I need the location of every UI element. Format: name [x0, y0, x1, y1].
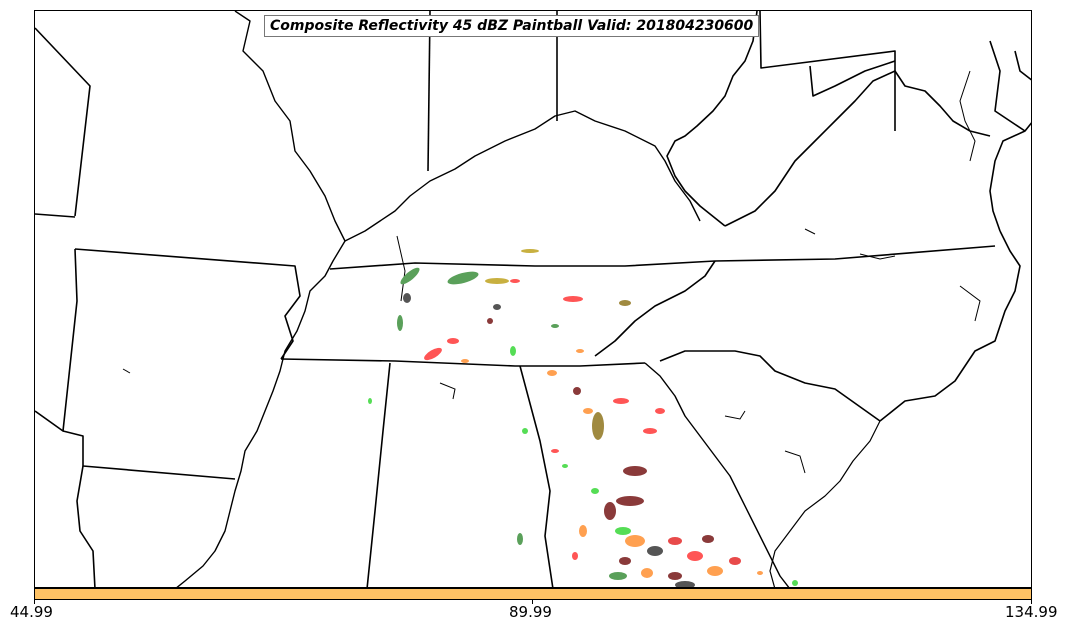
- il-mo-border: [35, 27, 91, 217]
- al-ga-border: [519, 365, 554, 587]
- wv-virginia-border: [724, 70, 991, 227]
- paintball-blob: [792, 580, 798, 586]
- sc-coast: [769, 420, 881, 587]
- paintball-blob: [522, 428, 528, 434]
- paintball-blob: [641, 568, 653, 578]
- paintball-blob: [592, 412, 604, 440]
- wv-maryland-border: [809, 60, 896, 97]
- paintball-blob: [400, 267, 420, 285]
- paintball-blob: [619, 300, 631, 306]
- paintball-blob: [613, 398, 629, 404]
- lake-guntersville: [439, 382, 456, 400]
- paintball-blob: [655, 408, 665, 414]
- west-virginia-border: [666, 11, 758, 227]
- paintball-blob: [573, 387, 581, 395]
- paintball-blob: [702, 535, 714, 543]
- paintball-blob: [563, 296, 583, 302]
- paintball-blob: [572, 552, 578, 560]
- ga-sc-border: [644, 362, 790, 587]
- ky-il-border: [35, 213, 76, 218]
- arkansas-louisiana-border: [62, 430, 236, 480]
- lake-marion: [784, 450, 806, 474]
- colorbar-tick-mark: [1031, 600, 1032, 604]
- colorbar-tick-max: 134.99: [1005, 603, 1058, 621]
- mississippi-river: [176, 11, 346, 587]
- mo-ar-border: [74, 248, 301, 360]
- paintball-blob: [547, 370, 557, 376]
- ky-tn-border: [329, 245, 996, 270]
- paintball-blob: [447, 338, 459, 344]
- paintball-blob: [591, 488, 599, 494]
- paintball-blob: [668, 572, 682, 580]
- paintball-blob: [493, 304, 501, 310]
- tn-virginia-border: [594, 260, 716, 357]
- paintball-blob: [487, 318, 493, 324]
- arkansas-west-border: [35, 248, 78, 432]
- maryland-delaware: [989, 40, 1026, 132]
- colorbar-tick-mark: [34, 600, 35, 604]
- paintball-blob: [424, 347, 442, 361]
- nc-coast: [879, 230, 1021, 422]
- paintball-blob: [510, 279, 520, 283]
- paintball-blob: [647, 546, 663, 556]
- map-title: Composite Reflectivity 45 dBZ Paintball …: [264, 15, 760, 37]
- paintball-blob: [729, 557, 741, 565]
- colorbar-tick-min: 44.99: [10, 603, 53, 621]
- paintball-blob: [604, 502, 616, 520]
- paintball-blob: [510, 346, 516, 356]
- paintball-blob: [562, 464, 568, 468]
- lake-murray: [724, 410, 746, 420]
- paintball-blob: [397, 315, 403, 331]
- paintball-blob: [551, 324, 559, 328]
- indiana-ohio-border: [427, 11, 431, 172]
- kerr-lake: [859, 253, 896, 260]
- louisiana-mississippi-border: [76, 465, 96, 587]
- lake-norman: [804, 228, 816, 235]
- paintball-blob: [461, 359, 469, 363]
- paintball-blob: [643, 428, 657, 434]
- paintball-blob: [579, 525, 587, 537]
- water-features: [122, 70, 981, 474]
- paintball-blob: [403, 293, 411, 303]
- paintball-blob: [447, 271, 479, 285]
- paintball-blob: [623, 466, 647, 476]
- pamlico-sound: [959, 285, 981, 322]
- ms-al-border: [366, 362, 391, 587]
- paintball-blob: [576, 349, 584, 353]
- map-panel: Composite Reflectivity 45 dBZ Paintball …: [34, 10, 1032, 588]
- paintball-reflectivity-layer: [368, 249, 798, 587]
- paintball-blob: [583, 408, 593, 414]
- paintball-blob: [615, 527, 631, 535]
- tn-south-border: [280, 358, 646, 367]
- colorbar-tick-mid: 89.99: [509, 603, 552, 621]
- paintball-blob: [625, 535, 645, 547]
- colorbar: [34, 588, 1032, 600]
- paintball-blob: [687, 551, 703, 561]
- colorbar-tick-mark: [532, 600, 533, 604]
- virginia-coast: [989, 122, 1031, 232]
- delaware-east: [1014, 50, 1031, 81]
- state-boundary-map: [35, 11, 1031, 587]
- paintball-blob: [609, 572, 627, 580]
- state-boundaries: [35, 11, 1031, 587]
- paintball-blob: [521, 249, 539, 253]
- reelfoot-lake: [122, 368, 131, 374]
- ohio-pa-border: [759, 11, 896, 131]
- paintball-blob: [668, 537, 682, 545]
- chesapeake-bay: [959, 70, 976, 162]
- paintball-blob: [757, 571, 763, 575]
- paintball-blob: [368, 398, 372, 404]
- paintball-blob: [551, 449, 559, 453]
- paintball-blob: [619, 557, 631, 565]
- paintball-blob: [517, 533, 523, 545]
- paintball-blob: [675, 581, 695, 587]
- paintball-blob: [485, 278, 509, 284]
- ohio-river: [344, 110, 701, 242]
- paintball-blob: [616, 496, 644, 506]
- nc-sc-border: [659, 350, 881, 422]
- kentucky-lake: [396, 235, 406, 302]
- paintball-blob: [707, 566, 723, 576]
